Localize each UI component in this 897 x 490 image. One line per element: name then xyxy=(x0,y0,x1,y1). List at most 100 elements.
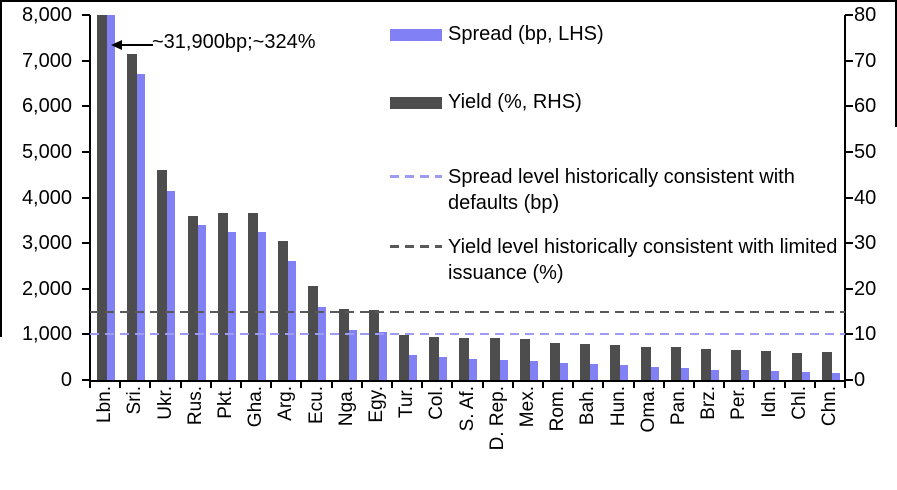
x-axis-label-Brz.: Brz. xyxy=(698,386,720,420)
spread-bar-Ukr. xyxy=(167,190,176,380)
x-axis-tick xyxy=(511,380,514,388)
x-axis-tick xyxy=(421,380,424,388)
legend-swatch-spread-ref-line xyxy=(390,175,442,178)
y-axis-left-tick xyxy=(82,59,90,62)
x-axis-label-D. Rep.: D. Rep. xyxy=(486,386,508,451)
legend-swatch-yield xyxy=(390,97,442,109)
y-axis-left-tick-label: 7,000 xyxy=(21,49,72,72)
spread-bar-Egy. xyxy=(378,332,387,380)
yield-bar-Sri. xyxy=(127,53,138,380)
x-axis-tick xyxy=(572,380,575,388)
spread-bar-Arg. xyxy=(288,261,297,380)
legend-swatch-spread xyxy=(390,29,442,41)
spread-bar-Sri. xyxy=(137,74,146,380)
spread-bar-Bah. xyxy=(590,364,599,380)
spread-bar-Chl. xyxy=(801,372,810,380)
y-axis-left-tick xyxy=(82,333,90,336)
y-axis-right-tick xyxy=(845,196,853,199)
yield-bar-Tur. xyxy=(399,335,409,380)
x-axis-label-Nga.: Nga. xyxy=(335,386,357,427)
y-axis-right-tick-label: 60 xyxy=(854,95,877,118)
y-axis-left-tick-label: 1,000 xyxy=(21,323,72,346)
spread-bar-Idn. xyxy=(771,370,780,380)
x-axis-tick xyxy=(481,380,484,388)
x-axis-tick xyxy=(300,380,303,388)
x-axis-tick xyxy=(632,380,635,388)
y-axis-right-tick-label: 20 xyxy=(854,277,877,300)
spread-bar-Gha. xyxy=(258,231,266,380)
x-axis-tick xyxy=(179,380,182,388)
y-axis-right-tick-label: 50 xyxy=(854,140,877,163)
annotation-arrow-icon xyxy=(111,40,153,50)
y-axis-right-tick xyxy=(845,105,853,108)
y-axis-left-tick xyxy=(82,379,90,381)
y-axis-left-tick xyxy=(82,196,90,199)
x-axis-label-Pan.: Pan. xyxy=(667,386,689,426)
y-axis-left-tick xyxy=(82,287,90,290)
legend-swatch-yield-ref-line xyxy=(390,245,442,248)
y-axis-right-tick-label: 0 xyxy=(854,369,866,391)
yield-bar-Chl. xyxy=(791,352,802,380)
yield-bar-Egy. xyxy=(368,310,379,380)
yield-bar-Arg. xyxy=(278,240,289,380)
yield-bar-Chn. xyxy=(821,352,832,380)
y-axis-right-tick xyxy=(845,59,853,62)
spread-bar-Rom. xyxy=(560,362,568,380)
ref-line-spread xyxy=(90,333,845,336)
x-axis-tick xyxy=(783,380,786,388)
yield-bar-Hun. xyxy=(610,345,621,380)
yield-bar-Gha. xyxy=(248,213,258,380)
x-axis-label-Lbn.: Lbn. xyxy=(94,386,116,423)
y-axis-left-tick-label: 3,000 xyxy=(21,232,72,255)
y-axis-left-tick-label: 0 xyxy=(60,369,72,391)
x-axis-label-Pkt.: Pkt. xyxy=(214,386,236,419)
x-axis-label-Per.: Per. xyxy=(728,386,750,420)
y-axis-left-tick-label: 4,000 xyxy=(21,186,72,209)
y-axis-right-tick-label: 40 xyxy=(854,186,877,209)
spread-bar-D. Rep. xyxy=(499,359,508,380)
x-axis-label-Idn.: Idn. xyxy=(758,386,780,418)
legend-label-yield-ref-line: Yield level historically consistent with… xyxy=(448,236,838,284)
y-axis-right-tick-label: 10 xyxy=(854,323,877,346)
y-axis-left-tick-label: 5,000 xyxy=(21,140,72,163)
y-axis-left-line xyxy=(89,15,91,382)
yield-bar-Pan. xyxy=(670,347,681,380)
x-axis-tick xyxy=(89,380,91,388)
x-axis-label-Egy.: Egy. xyxy=(365,386,387,423)
spread-bar-Rus. xyxy=(197,224,206,380)
image-border-right xyxy=(895,0,897,127)
y-axis-right-tick-label: 30 xyxy=(854,232,877,255)
y-axis-left-tick-label: 6,000 xyxy=(21,95,72,118)
x-axis-label-Col.: Col. xyxy=(426,386,448,420)
y-axis-right-tick xyxy=(845,150,853,153)
spread-bar-Nga. xyxy=(348,329,357,380)
yield-bar-Rus. xyxy=(187,215,198,380)
yield-bar-Lbn. xyxy=(97,15,107,380)
spread-bar-Lbn. xyxy=(107,15,115,380)
x-axis-label-Oma.: Oma. xyxy=(637,386,659,433)
legend-label-spread-ref-line: Spread level historically consistent wit… xyxy=(448,166,795,214)
x-axis-label-Ecu.: Ecu. xyxy=(305,386,327,425)
y-axis-left-tick xyxy=(82,150,90,153)
yield-bar-Pkt. xyxy=(217,213,228,380)
spread-bar-Hun. xyxy=(620,364,629,380)
yield-bar-Idn. xyxy=(761,351,772,380)
legend-item-spread: Spread (bp, LHS) xyxy=(390,21,604,47)
x-axis-label-Sri.: Sri. xyxy=(124,386,146,415)
x-axis-tick xyxy=(542,380,544,388)
spread-bar-Brz. xyxy=(711,369,719,380)
spread-bar-Mex. xyxy=(529,360,538,380)
spread-bar-Ecu. xyxy=(318,307,327,380)
x-axis-line xyxy=(89,380,846,382)
x-axis-tick xyxy=(149,380,152,388)
x-axis-tick xyxy=(270,380,273,388)
x-axis-label-Ukr.: Ukr. xyxy=(154,386,176,420)
spread-bar-Pan. xyxy=(680,367,689,380)
x-axis-label-Chl.: Chl. xyxy=(788,386,810,420)
yield-bar-D. Rep. xyxy=(489,338,500,380)
x-axis-label-Rus.: Rus. xyxy=(184,386,206,426)
yield-bar-Per. xyxy=(731,349,742,380)
x-axis-label-Hun.: Hun. xyxy=(607,386,629,427)
spread-bar-Tur. xyxy=(409,354,417,380)
